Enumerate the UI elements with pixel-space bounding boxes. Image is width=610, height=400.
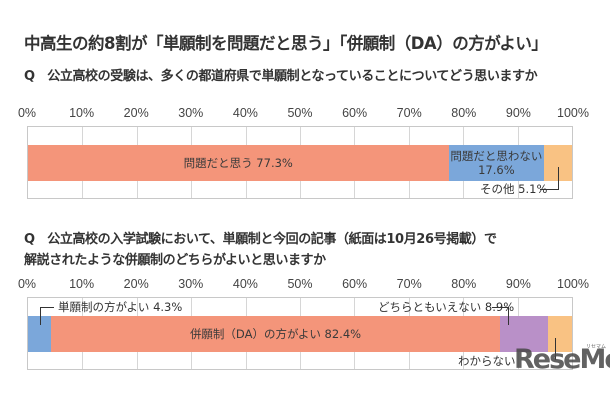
question-2-line1: Q 公立高校の入学試験において、単願制と今回の記事（紙面は10月26号掲載）で [24, 232, 497, 247]
tick: 90% [505, 106, 531, 120]
leader-line-single-h [40, 307, 54, 308]
tick: 60% [342, 106, 368, 120]
tick: 50% [287, 277, 313, 291]
segment-label: 問題だと思う 77.3% [183, 156, 293, 170]
bar-segment-not-problem: 問題だと思わない 17.6% [448, 145, 545, 181]
leader-line-single [40, 307, 41, 325]
tick: 70% [396, 106, 422, 120]
tick: 10% [69, 277, 95, 291]
tick: 0% [17, 277, 37, 291]
segment-label: 問題だと思わない [450, 149, 543, 163]
tick: 20% [123, 277, 149, 291]
stacked-bar-2: 併願制（DA）の方がよい 82.4% [28, 316, 572, 352]
tick: 40% [232, 106, 258, 120]
label-single: 単願制の方がよい 4.3% [58, 300, 183, 314]
stacked-bar-1: 問題だと思う 77.3% 問題だと思わない 17.6% [28, 145, 572, 181]
tick: 100% [557, 277, 589, 291]
tick: 100% [557, 106, 589, 120]
label-neither: どちらともいえない 8.9% [378, 300, 515, 314]
leader-line-neither [508, 307, 509, 325]
bar-segment-unknown [548, 316, 572, 352]
x-axis-ticks-2: 0% 10% 20% 30% 40% 50% 60% 70% 80% 90% 1… [18, 277, 589, 293]
tick: 30% [178, 277, 204, 291]
tick: 30% [178, 106, 204, 120]
leader-line-other-h [540, 189, 559, 190]
tick: 50% [287, 106, 313, 120]
label-unknown: わからない [458, 354, 516, 368]
segment-value: 17.6% [478, 163, 515, 177]
bar-segment-single [28, 316, 52, 352]
chart-title: 中高生の約8割が「単願制を問題だと思う」「併願制（DA）の方がよい」 [24, 34, 548, 53]
tick: 80% [451, 277, 477, 291]
tick: 0% [17, 106, 37, 120]
tick: 70% [396, 277, 422, 291]
tick: 40% [232, 277, 258, 291]
tick: 20% [123, 106, 149, 120]
resemom-watermark: ReseMom [514, 344, 610, 375]
label-other: その他 5.1% [480, 182, 548, 196]
tick: 60% [342, 277, 368, 291]
bar-segment-problem: 問題だと思う 77.3% [28, 145, 449, 181]
question-2: Q 公立高校の入学試験において、単願制と今回の記事（紙面は10月26号掲載）で … [24, 229, 497, 271]
leader-line-other [558, 167, 559, 189]
leader-line-neither-h [492, 307, 508, 308]
segment-label: 併願制（DA）の方がよい 82.4% [189, 327, 362, 341]
bar-segment-neither [499, 316, 549, 352]
leader-line-unknown [555, 338, 556, 360]
x-axis-ticks-1: 0% 10% 20% 30% 40% 50% 60% 70% 80% 90% 1… [18, 106, 589, 122]
question-1: Q 公立高校の受験は、多くの都道府県で単願制となっていることについてどう思います… [24, 69, 538, 84]
tick: 90% [505, 277, 531, 291]
resemom-watermark-sub: リセマム [586, 344, 607, 350]
plot-area-2: 併願制（DA）の方がよい 82.4% 単願制の方がよい 4.3% どちらともいえ… [27, 297, 573, 370]
tick: 80% [451, 106, 477, 120]
plot-area-1: 問題だと思う 77.3% 問題だと思わない 17.6% その他 5.1% [27, 126, 573, 199]
question-2-line2: 解説されたような併願制のどちらがよいと思いますか [24, 253, 326, 268]
bar-segment-da: 併願制（DA）の方がよい 82.4% [51, 316, 500, 352]
tick: 10% [69, 106, 95, 120]
